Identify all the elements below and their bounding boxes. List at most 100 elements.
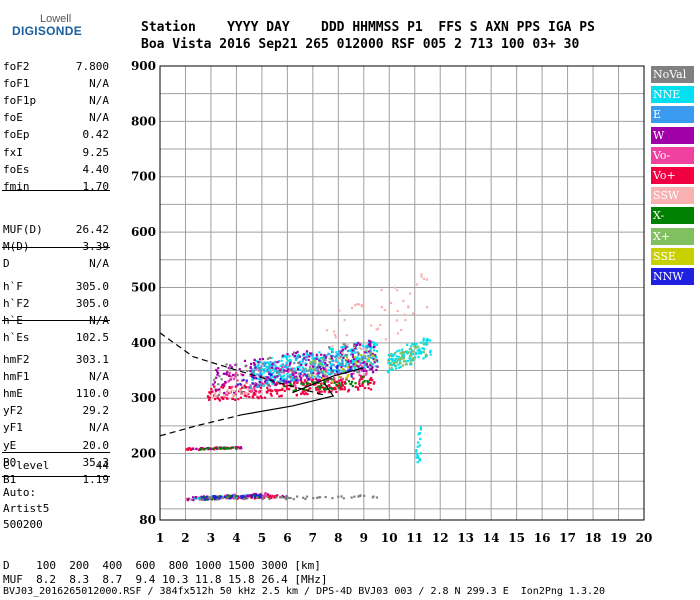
echo-point-w xyxy=(229,364,232,367)
echo-point-nne xyxy=(404,350,407,354)
param-value: 102.5 xyxy=(75,331,109,345)
echo-point-vo xyxy=(326,375,329,378)
echo-point-w xyxy=(212,383,215,386)
logo-digisonde-text: DIGISONDE xyxy=(12,24,83,38)
echo-point-sse xyxy=(354,360,357,364)
y-tick-label: 300 xyxy=(131,391,156,405)
echo-point-vo xyxy=(332,376,336,380)
echo-point-nnw xyxy=(347,369,350,372)
echo-point-vo xyxy=(244,386,247,389)
param-name: MUF(D) xyxy=(3,223,43,236)
echo-point-nnw xyxy=(287,380,290,383)
echo-point-nnw xyxy=(230,495,234,498)
echo-point-vo xyxy=(248,389,251,393)
echo-point-x xyxy=(314,368,317,371)
echo-point-x xyxy=(399,352,402,355)
echo-point-nne xyxy=(328,347,332,350)
echo-point-w xyxy=(258,358,262,361)
echo-point-x xyxy=(333,381,336,384)
echo-point-w xyxy=(351,353,355,356)
echo-point-nne xyxy=(414,356,417,359)
echo-point-nne xyxy=(280,380,284,383)
echo-point-noval xyxy=(289,496,292,500)
echo-point-e xyxy=(330,365,333,368)
echo-point-noval xyxy=(318,496,322,499)
echo-point-vo xyxy=(327,391,330,394)
echo-point-nne xyxy=(387,362,390,365)
echo-point-w xyxy=(311,365,315,368)
echo-point-ssw xyxy=(242,391,245,395)
echo-point-w xyxy=(249,366,252,369)
echo-point-nne xyxy=(376,360,379,363)
echo-point-e xyxy=(350,368,353,371)
echo-point-vo xyxy=(358,382,361,385)
echo-point-noval xyxy=(256,496,259,499)
echo-point-ssw xyxy=(209,394,213,397)
x-tick-label: 1 xyxy=(156,531,164,545)
echo-point-nne xyxy=(301,354,304,357)
param-name: B1 xyxy=(3,472,17,486)
echo-point-nne xyxy=(288,355,291,358)
echo-point-w xyxy=(229,378,232,381)
param-name: foE xyxy=(3,111,23,125)
legend-item: NoVal xyxy=(651,66,694,83)
echo-point-w xyxy=(299,378,302,382)
echo-point-nne xyxy=(406,343,409,346)
echo-point-vo xyxy=(282,371,286,374)
echo-point-w xyxy=(227,374,231,378)
echo-point-vo xyxy=(257,397,260,400)
echo-point-noval xyxy=(343,343,346,346)
echo-point-ssw xyxy=(375,328,378,331)
echo-point-noval xyxy=(220,378,223,381)
echo-point-e xyxy=(369,349,372,353)
echo-point-w xyxy=(258,380,262,384)
echo-point-nne xyxy=(363,366,366,369)
echo-point-nnw xyxy=(213,497,216,500)
echo-point-vo xyxy=(234,375,237,378)
echo-point-vo xyxy=(208,396,211,399)
y-tick-label: 200 xyxy=(131,447,156,461)
profile-line xyxy=(241,382,335,416)
echo-point-noval xyxy=(287,496,290,500)
x-tick-label: 7 xyxy=(309,531,317,545)
echo-point-nnw xyxy=(242,378,245,381)
echo-point-w xyxy=(270,366,274,369)
echo-point-noval xyxy=(361,357,364,360)
echo-point-x xyxy=(317,381,320,384)
echo-point-e xyxy=(316,355,319,358)
echo-point-w xyxy=(353,343,356,346)
echo-point-nnw xyxy=(295,379,298,382)
echo-point-x xyxy=(362,375,365,379)
echo-point-w xyxy=(304,364,307,367)
echo-point-nne xyxy=(285,357,289,360)
echo-point-nne xyxy=(426,339,429,342)
echo-point-noval xyxy=(289,375,292,379)
echo-point-vo xyxy=(220,385,223,389)
echo-point-w xyxy=(263,380,267,383)
echo-point-w xyxy=(282,496,286,499)
echo-point-nne xyxy=(419,426,422,429)
echo-point-noval xyxy=(268,356,272,359)
echo-point-nne xyxy=(306,353,309,356)
echo-point-nne xyxy=(343,345,347,348)
echo-point-x xyxy=(212,447,215,451)
echo-point-nne xyxy=(329,369,332,372)
echo-point-nne xyxy=(337,370,341,373)
echo-point-sse xyxy=(346,358,349,361)
echo-point-vo xyxy=(268,385,271,388)
echo-point-vo xyxy=(275,390,278,393)
echo-point-w xyxy=(317,378,320,382)
echo-point-x xyxy=(368,356,371,359)
logo-lowell-text: Lowell xyxy=(40,13,72,25)
echo-point-vo xyxy=(208,398,211,401)
echo-point-e xyxy=(258,374,261,377)
echo-point-x xyxy=(318,386,322,389)
echo-point-w xyxy=(277,367,280,370)
echo-point-vo xyxy=(234,398,237,401)
echo-point-vo xyxy=(309,378,312,381)
echo-point-nne xyxy=(372,343,375,346)
echo-point-nne xyxy=(366,359,370,363)
echo-point-vo xyxy=(245,381,248,384)
echo-point-ssw xyxy=(370,324,373,327)
echo-point-nne xyxy=(394,358,398,361)
